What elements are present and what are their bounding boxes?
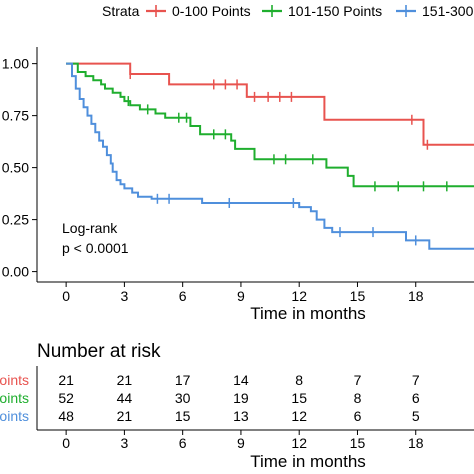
- risk-row-label: Points: [0, 390, 29, 406]
- x-tick-label: 6: [179, 288, 187, 304]
- risk-x-tick-label: 6: [179, 435, 187, 451]
- y-tick-label: 0.25: [2, 212, 29, 228]
- legend-item-2: 151-300: [396, 3, 474, 19]
- survival-curve-2: [66, 62, 474, 250]
- risk-cell: 44: [117, 390, 133, 406]
- y-tick-label: 0.50: [2, 160, 29, 176]
- risk-table: Number at risk oints Points oints 21 21 17…: [0, 341, 474, 471]
- risk-x-tick-label: 15: [350, 435, 366, 451]
- risk-cell: 7: [412, 372, 420, 388]
- x-tick-label: 9: [237, 288, 245, 304]
- legend-label: 0-100 Points: [172, 3, 251, 19]
- legend-label: 101-150 Points: [288, 3, 382, 19]
- risk-cell: 15: [175, 408, 191, 424]
- survival-curve-0: [66, 62, 474, 146]
- x-axis-title: Time in months: [250, 304, 366, 323]
- survival-curve-1: [66, 62, 474, 188]
- risk-cell: 52: [58, 390, 74, 406]
- legend-item-0: 0-100 Points: [146, 3, 251, 19]
- y-axis-ticks: 0.00 0.25 0.50 0.75 1.00: [2, 56, 37, 280]
- risk-row-label: oints: [0, 408, 29, 424]
- risk-cell: 21: [117, 408, 133, 424]
- x-tick-label: 0: [62, 288, 70, 304]
- x-tick-label: 12: [291, 288, 307, 304]
- x-tick-label: 18: [408, 288, 424, 304]
- survival-curves: [66, 62, 474, 250]
- y-tick-label: 0.75: [2, 108, 29, 124]
- risk-cell: 15: [291, 390, 307, 406]
- risk-cell: 13: [233, 408, 249, 424]
- risk-cell: 5: [412, 408, 420, 424]
- risk-cell: 17: [175, 372, 191, 388]
- y-tick-label: 1.00: [2, 56, 29, 72]
- risk-cell: 12: [291, 408, 307, 424]
- legend-title: Strata: [102, 3, 140, 19]
- risk-x-axis-title: Time in months: [250, 452, 366, 471]
- legend: Strata 0-100 Points 101-150 Points 151-3…: [102, 3, 474, 19]
- logrank-label: Log-rank: [62, 220, 118, 236]
- risk-cell: 48: [58, 408, 74, 424]
- risk-table-title: Number at risk: [37, 341, 161, 362]
- risk-cell: 14: [233, 372, 249, 388]
- x-axis-ticks: 0 3 6 9 12 15 18: [62, 282, 424, 304]
- risk-cell: 7: [354, 372, 362, 388]
- risk-cell: 21: [117, 372, 133, 388]
- legend-item-1: 101-150 Points: [262, 3, 382, 19]
- risk-cell: 19: [233, 390, 249, 406]
- risk-x-tick-label: 3: [121, 435, 129, 451]
- risk-cell: 8: [354, 390, 362, 406]
- risk-row-label: oints: [0, 372, 29, 388]
- risk-cell: 6: [354, 408, 362, 424]
- risk-cell: 6: [412, 390, 420, 406]
- risk-table-cells: 21 21 17 14 8 7 7 52 44 30 19 15 8 6 48 21 15 13 12 6 5: [58, 372, 419, 424]
- p-value-label: p < 0.0001: [62, 240, 129, 256]
- y-tick-label: 0.00: [2, 264, 29, 280]
- legend-label: 151-300: [422, 3, 474, 19]
- risk-x-tick-label: 12: [291, 435, 307, 451]
- risk-cell: 30: [175, 390, 191, 406]
- risk-x-tick-label: 0: [62, 435, 70, 451]
- survival-plot: 0.00 0.25 0.50 0.75 1.00 0 3 6 9 12 15 18 Time in …: [2, 47, 474, 323]
- risk-x-tick-label: 18: [408, 435, 424, 451]
- risk-cell: 21: [58, 372, 74, 388]
- risk-row-labels: oints Points oints: [0, 372, 29, 424]
- risk-x-tick-label: 9: [237, 435, 245, 451]
- risk-x-axis-ticks: 0 3 6 9 12 15 18: [62, 430, 424, 451]
- x-tick-label: 15: [350, 288, 366, 304]
- x-tick-label: 3: [121, 288, 129, 304]
- risk-cell: 8: [295, 372, 303, 388]
